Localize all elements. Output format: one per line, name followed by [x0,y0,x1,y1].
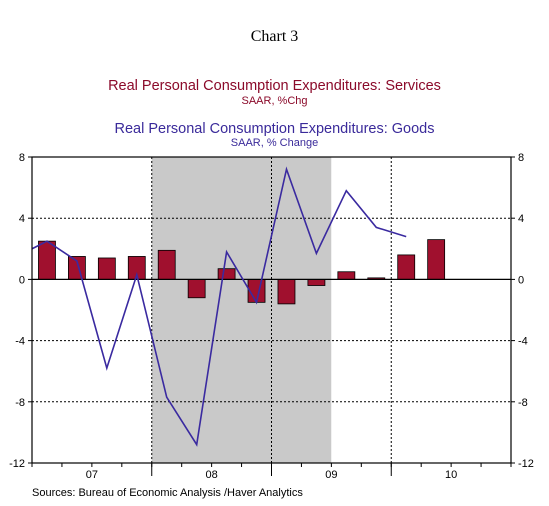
services-bar [97,257,116,280]
services-series-subtitle: SAAR, %Chg [241,95,308,107]
services-bar [397,254,416,280]
goods-line [32,166,407,447]
y-tick-label-right: -4 [518,336,528,348]
services-bar [157,249,176,280]
services-bar [187,278,206,299]
x-tick-label: 10 [445,469,457,481]
x-tick-label: 09 [325,469,337,481]
y-tick-label-right: -12 [518,458,534,470]
recession-shading [151,157,332,463]
y-tick-label-left: -12 [9,458,25,470]
services-bar [277,278,296,305]
chart-title: Chart 3 [250,28,299,45]
services-bar [307,278,326,286]
y-tick-label-right: 4 [518,213,524,225]
y-tick-label-right: -8 [518,397,528,409]
y-tick-label-left: 4 [19,213,25,225]
goods-series-subtitle: SAAR, % Change [230,137,319,149]
services-bar [217,268,236,280]
y-tick-label-left: 8 [19,152,25,164]
y-tick-label-left: -4 [15,336,25,348]
y-tick-label-right: 0 [518,274,524,286]
x-tick-label: 07 [86,469,98,481]
services-series-title: Real Personal Consumption Expenditures: … [108,78,441,94]
y-tick-label-left: -8 [15,397,25,409]
services-bar [337,271,356,280]
services-bar [38,240,56,280]
goods-series-title: Real Personal Consumption Expenditures: … [114,121,435,137]
y-tick-label-right: 8 [518,152,524,164]
x-tick-label: 08 [206,469,218,481]
services-bar [427,239,446,280]
y-tick-label-left: 0 [19,274,25,286]
sources-note: Sources: Bureau of Economic Analysis /Ha… [32,487,303,499]
services-bar [68,256,86,280]
